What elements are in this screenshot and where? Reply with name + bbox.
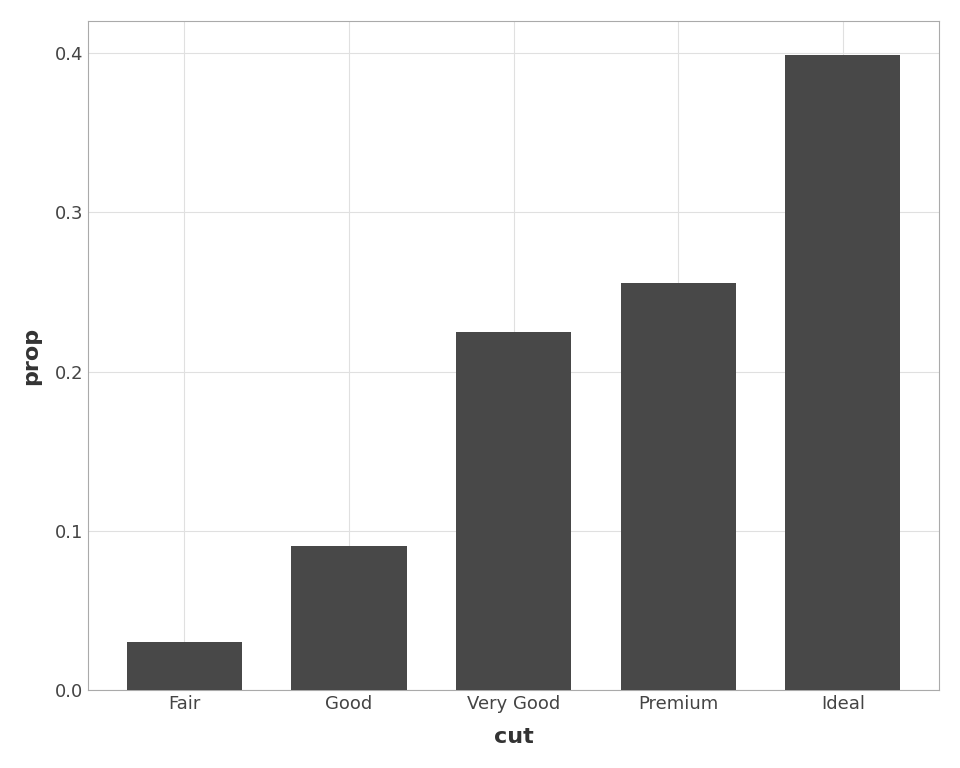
X-axis label: cut: cut (493, 727, 534, 747)
Bar (456, 332, 571, 690)
Bar (620, 283, 736, 690)
Bar (127, 642, 242, 690)
Bar (292, 546, 407, 690)
Bar (785, 55, 900, 690)
Y-axis label: prop: prop (21, 326, 41, 385)
